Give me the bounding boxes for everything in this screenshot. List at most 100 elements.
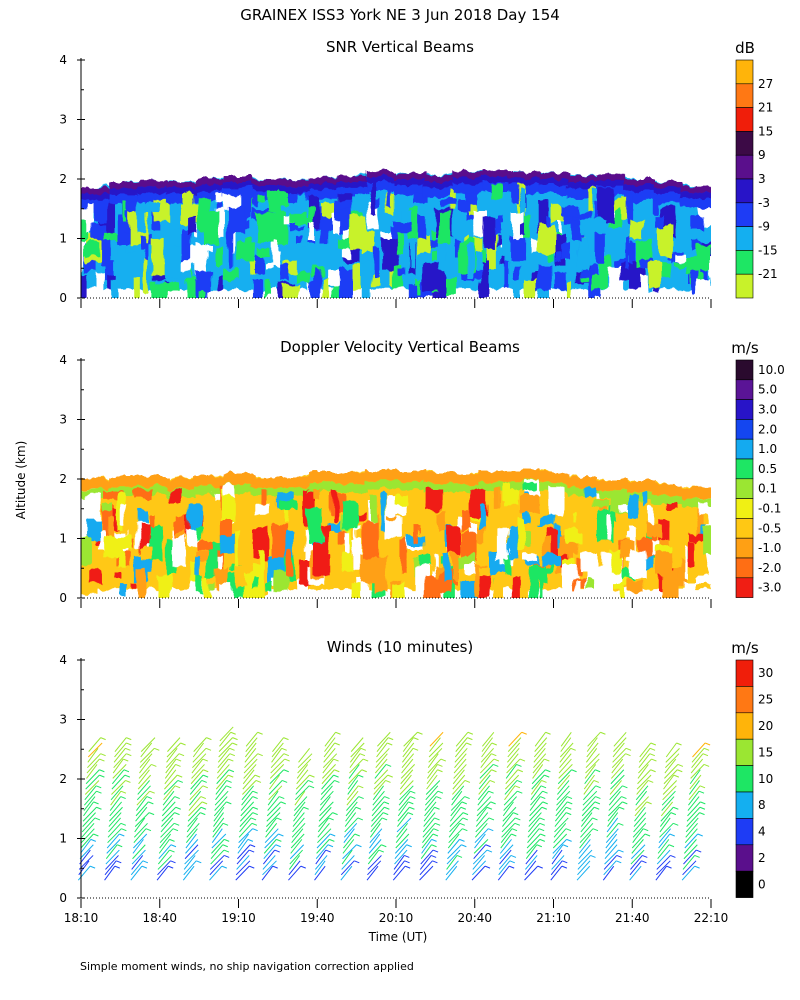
- wind-barb: [132, 839, 144, 854]
- wind-barb-flag: [206, 737, 212, 741]
- wind-barb-flag: [413, 737, 419, 741]
- heatmap-cell: [607, 199, 626, 210]
- heatmap-cell: [227, 231, 234, 267]
- wind-barb: [479, 764, 494, 779]
- heatmap-cell: [182, 229, 190, 261]
- heatmap-cell: [151, 240, 165, 276]
- wind-barb: [550, 860, 563, 876]
- wind-barb: [373, 774, 389, 790]
- wind-barb: [399, 774, 412, 790]
- heatmap-cell: [116, 551, 125, 568]
- heatmap-band: [366, 181, 397, 192]
- heatmap-cell: [697, 502, 709, 514]
- heatmap-cell: [576, 269, 585, 285]
- wind-barb: [428, 742, 444, 758]
- wind-barb: [318, 812, 333, 827]
- wind-barb: [294, 796, 308, 811]
- wind-barb-flag: [387, 742, 393, 746]
- wind-barb: [584, 769, 596, 785]
- wind-barb-flag: [561, 865, 568, 869]
- wind-barb-flag: [125, 780, 131, 783]
- heatmap-cell: [509, 527, 518, 560]
- heatmap-band: [194, 184, 226, 193]
- wind-barb-flag: [462, 817, 469, 821]
- heatmap-cell: [690, 215, 703, 229]
- heatmap-cell: [443, 278, 457, 295]
- wind-barb: [608, 801, 623, 817]
- wind-barb: [557, 769, 572, 785]
- wind-barb: [630, 855, 643, 870]
- heatmap-cell: [457, 199, 470, 212]
- heatmap-band: [309, 177, 340, 185]
- wind-barb-flag: [361, 769, 367, 773]
- wind-barb: [192, 753, 207, 769]
- heatmap-band: [309, 189, 340, 200]
- wind-barb-flag: [699, 812, 705, 816]
- wind-barb: [659, 812, 672, 827]
- wind-barb: [533, 753, 547, 769]
- colorbar-swatch: [735, 202, 754, 227]
- heatmap-cell: [417, 233, 430, 255]
- heatmap-cell: [457, 516, 466, 528]
- heatmap-cell: [105, 251, 115, 282]
- heatmap-cell: [613, 578, 629, 587]
- wind-barb: [321, 769, 335, 785]
- wind-barb: [346, 785, 359, 801]
- colorbar-swatch: [735, 379, 754, 400]
- heatmap-cell: [674, 257, 685, 268]
- wind-barb-flag: [383, 812, 389, 816]
- wind-barb: [111, 769, 125, 785]
- wind-barb: [657, 844, 670, 860]
- wind-barb: [475, 812, 489, 827]
- wind-barb-flag: [649, 753, 655, 757]
- wind-barb: [293, 806, 305, 822]
- wind-barb-flag: [544, 758, 550, 762]
- heatmap-cell: [279, 191, 292, 206]
- wind-barb-flag: [272, 865, 278, 869]
- wind-barb: [377, 731, 391, 747]
- wind-barb: [139, 747, 155, 763]
- wind-barb-flag: [545, 731, 551, 735]
- colorbar-label: 4: [758, 825, 766, 839]
- wind-barb: [448, 828, 463, 844]
- heatmap-band: [223, 176, 254, 184]
- wind-barb-flag: [515, 817, 521, 821]
- wind-barb: [111, 780, 126, 795]
- wind-barb: [681, 865, 695, 881]
- wind-barb: [314, 855, 328, 870]
- wind-barb: [610, 769, 625, 785]
- heatmap-cell: [697, 278, 710, 298]
- wind-barb-flag: [229, 747, 235, 751]
- wind-barb-flag: [281, 780, 288, 783]
- wind-barb: [656, 855, 671, 870]
- heatmap-cell: [338, 239, 354, 249]
- heatmap-cell: [272, 210, 288, 245]
- wind-barb: [83, 790, 97, 806]
- heatmap-cell: [103, 522, 112, 542]
- heatmap-band: [366, 480, 397, 490]
- wind-barb-flag: [89, 865, 96, 869]
- wind-barb-flag: [149, 790, 155, 794]
- wind-barb: [402, 742, 415, 758]
- heatmap-band: [194, 476, 226, 487]
- wind-barb: [455, 737, 468, 752]
- wind-barb: [500, 828, 513, 843]
- wind-barb: [690, 764, 705, 779]
- wind-barb: [501, 817, 516, 833]
- wind-barb-flag: [540, 796, 546, 799]
- heatmap-cell: [658, 262, 672, 278]
- wind-barb: [346, 796, 360, 811]
- heatmap-cell: [392, 264, 403, 290]
- wind-barb-flag: [280, 801, 286, 805]
- wind-barb-flag: [566, 796, 573, 799]
- wind-barb: [583, 774, 595, 790]
- wind-barb: [292, 817, 305, 833]
- heatmap-band: [223, 187, 254, 198]
- wind-barb-flag: [699, 806, 706, 810]
- heatmap-cell: [333, 211, 342, 235]
- wind-barb: [633, 817, 646, 833]
- wind-barb: [530, 780, 542, 795]
- heatmap-cell: [276, 250, 281, 267]
- heatmap-cell: [642, 493, 650, 505]
- wind-barb: [503, 796, 517, 811]
